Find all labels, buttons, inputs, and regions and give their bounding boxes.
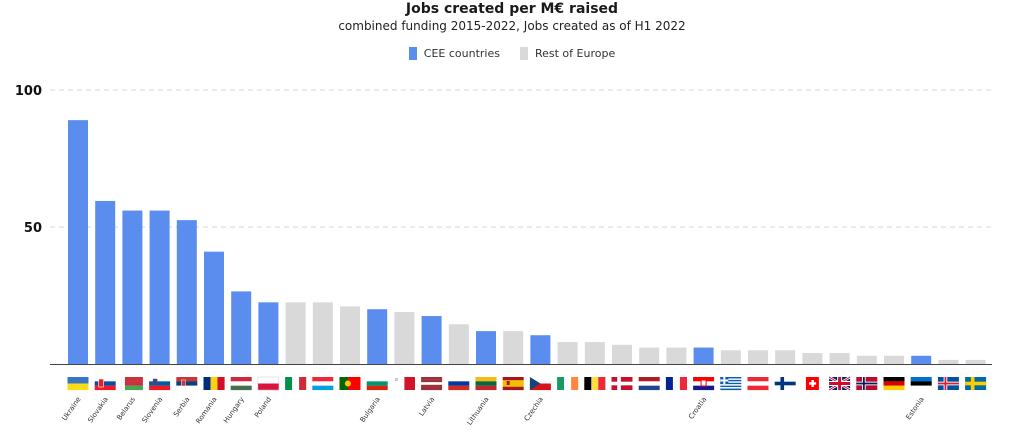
flag-no	[856, 377, 878, 390]
bar-it	[285, 302, 306, 364]
x-tick-label-poland: Poland	[253, 396, 273, 420]
flag-it	[285, 377, 307, 390]
x-tick-label-serbia: Serbia	[172, 396, 191, 419]
legend-label-cee: CEE countries	[423, 47, 500, 60]
flag-sk	[94, 377, 116, 391]
x-tick-label-lithuania: Lithuania	[465, 396, 490, 427]
bar-at	[748, 350, 768, 364]
bar-pt	[340, 306, 360, 364]
flag-fi	[774, 377, 796, 390]
y-tick-label: 100	[15, 84, 42, 99]
flag-ee	[910, 377, 932, 391]
bar-nl	[639, 347, 660, 364]
flag-gr	[720, 377, 742, 391]
flag-lu	[312, 377, 334, 391]
bar-gr	[720, 350, 741, 364]
bar-slovenia	[149, 210, 170, 364]
bar-romania	[204, 251, 224, 364]
flag-lt	[475, 377, 497, 391]
bar-dk	[612, 344, 632, 364]
y-tick-label: 50	[24, 221, 42, 236]
bar-serbia	[176, 220, 197, 364]
flag-es	[502, 377, 524, 391]
flag-fr	[665, 377, 687, 390]
x-tick-label-estonia: Estonia	[904, 396, 925, 422]
x-tick-label-slovakia: Slovakia	[86, 396, 109, 425]
flag-is	[937, 377, 959, 390]
flag-de	[883, 377, 905, 391]
flag-hr	[693, 377, 715, 391]
flag-ru	[448, 377, 470, 391]
flag-si	[149, 377, 171, 391]
x-tick-label-belarus: Belarus	[115, 395, 137, 421]
bar-es	[503, 331, 524, 364]
flag-dk	[611, 377, 633, 390]
bar-se	[965, 359, 986, 364]
bar-croatia	[693, 347, 714, 364]
bar-latvia	[421, 316, 442, 364]
legend-item-cee[interactable]: CEE countries	[408, 47, 500, 60]
bar-lithuania	[476, 331, 496, 364]
bar-slovakia	[95, 200, 116, 364]
bar-fi	[775, 350, 796, 364]
flag-cz	[529, 377, 551, 391]
x-tick-label-czechia: Czechia	[523, 396, 545, 423]
flag-lv	[421, 377, 443, 391]
bar-mt	[394, 311, 415, 364]
flag-pt	[339, 377, 361, 390]
flag-be	[584, 377, 606, 390]
bar-ie	[557, 342, 578, 364]
legend-swatch-cee	[408, 47, 417, 60]
legend-item-rest[interactable]: Rest of Europe	[519, 47, 616, 60]
flag-ch	[805, 377, 819, 390]
flag-ro	[203, 377, 225, 390]
bar-fr	[666, 347, 687, 364]
bar-ch	[802, 353, 823, 364]
flag-gb	[828, 375, 851, 392]
bar-bulgaria	[367, 309, 388, 364]
x-tick-label-latvia: Latvia	[417, 396, 436, 418]
bar-ru	[448, 324, 469, 364]
bar-belarus	[122, 210, 143, 364]
bar-ukraine	[68, 120, 88, 364]
x-tick-label-romania: Romania	[195, 396, 219, 426]
legend-swatch-rest	[519, 47, 528, 60]
bar-lu	[312, 302, 333, 364]
chart-subtitle: combined funding 2015-2022, Jobs created…	[338, 19, 686, 33]
chart-title: Jobs created per M€ raised	[405, 1, 619, 17]
flag-se	[965, 377, 987, 390]
bar-is	[938, 359, 959, 364]
x-tick-label-ukraine: Ukraine	[61, 396, 83, 423]
flag-hu	[230, 377, 252, 391]
bar-gb	[829, 353, 850, 364]
legend-label-rest: Rest of Europe	[534, 47, 616, 60]
legend: CEE countries Rest of Europe	[0, 47, 1024, 60]
flag-mt	[393, 377, 415, 390]
bar-estonia	[911, 355, 932, 364]
bar-hungary	[231, 291, 252, 364]
x-tick-label-hungary: Hungary	[222, 396, 246, 425]
bar-no	[856, 355, 877, 364]
flag-ie	[557, 377, 579, 390]
flag-rs	[176, 377, 198, 391]
bar-be	[584, 342, 605, 364]
flag-nl	[638, 377, 660, 391]
x-tick-label-slovenia: Slovenia	[141, 396, 165, 425]
flag-ua	[67, 377, 89, 391]
bar-czechia	[530, 335, 551, 364]
flag-at	[747, 377, 769, 391]
x-tick-label-croatia: Croatia	[687, 396, 708, 421]
bar-de	[884, 355, 904, 364]
flag-by	[121, 377, 143, 391]
flag-bg	[366, 377, 388, 391]
flag-pl	[257, 376, 280, 391]
bar-poland	[258, 302, 279, 364]
x-tick-label-bulgaria: Bulgaria	[359, 396, 382, 424]
